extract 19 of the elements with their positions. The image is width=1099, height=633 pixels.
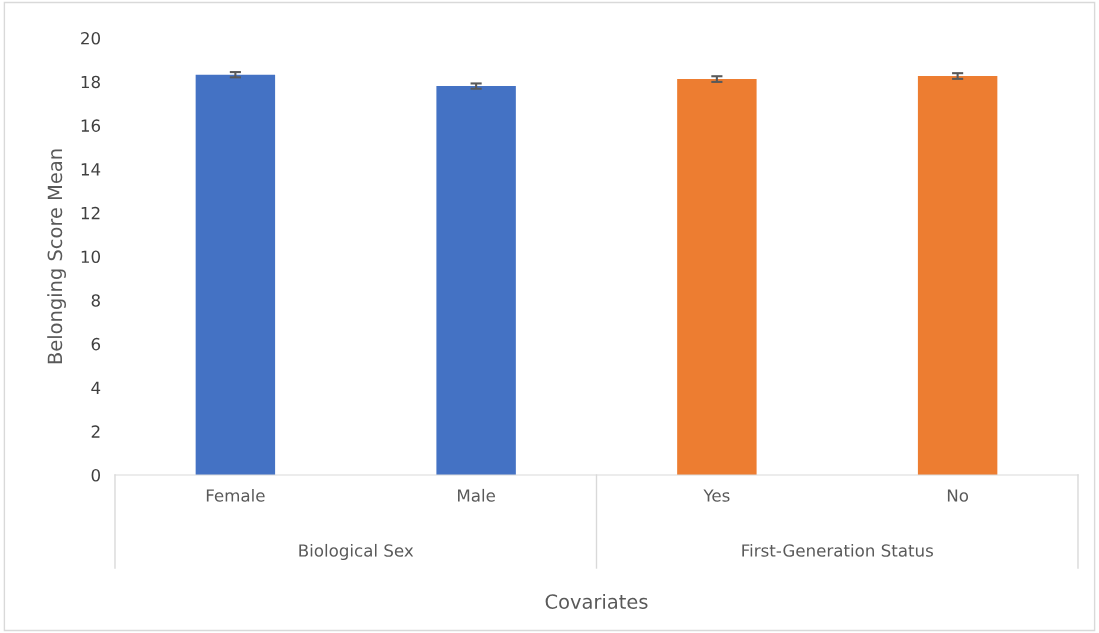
- y-tick-label: 2: [91, 425, 100, 438]
- y-tick-label: 0: [91, 468, 100, 482]
- y-tick-label: 16: [81, 119, 101, 132]
- x-tick-label: Male: [458, 488, 495, 502]
- y-tick-label: 6: [91, 337, 101, 351]
- text: First-Generation Status: [742, 543, 933, 557]
- y-tick-label: 10: [81, 250, 100, 264]
- text: Biological Sex: [299, 543, 414, 561]
- y-tick-label: 12: [81, 206, 100, 220]
- x-axis-title: Covariates: [545, 593, 648, 609]
- x-tick-label: Yes: [703, 489, 730, 502]
- y-tick-label: 8: [91, 294, 100, 307]
- y-tick-label: 14: [81, 163, 101, 176]
- y-axis-title: Belonging Score Mean: [47, 149, 67, 364]
- y-tick-label: 18: [81, 75, 100, 89]
- y-tick-label: 20: [81, 31, 100, 45]
- x-tick-label: Female: [206, 488, 265, 502]
- x-tick-label: No: [947, 489, 969, 502]
- y-tick-label: 4: [91, 381, 101, 394]
